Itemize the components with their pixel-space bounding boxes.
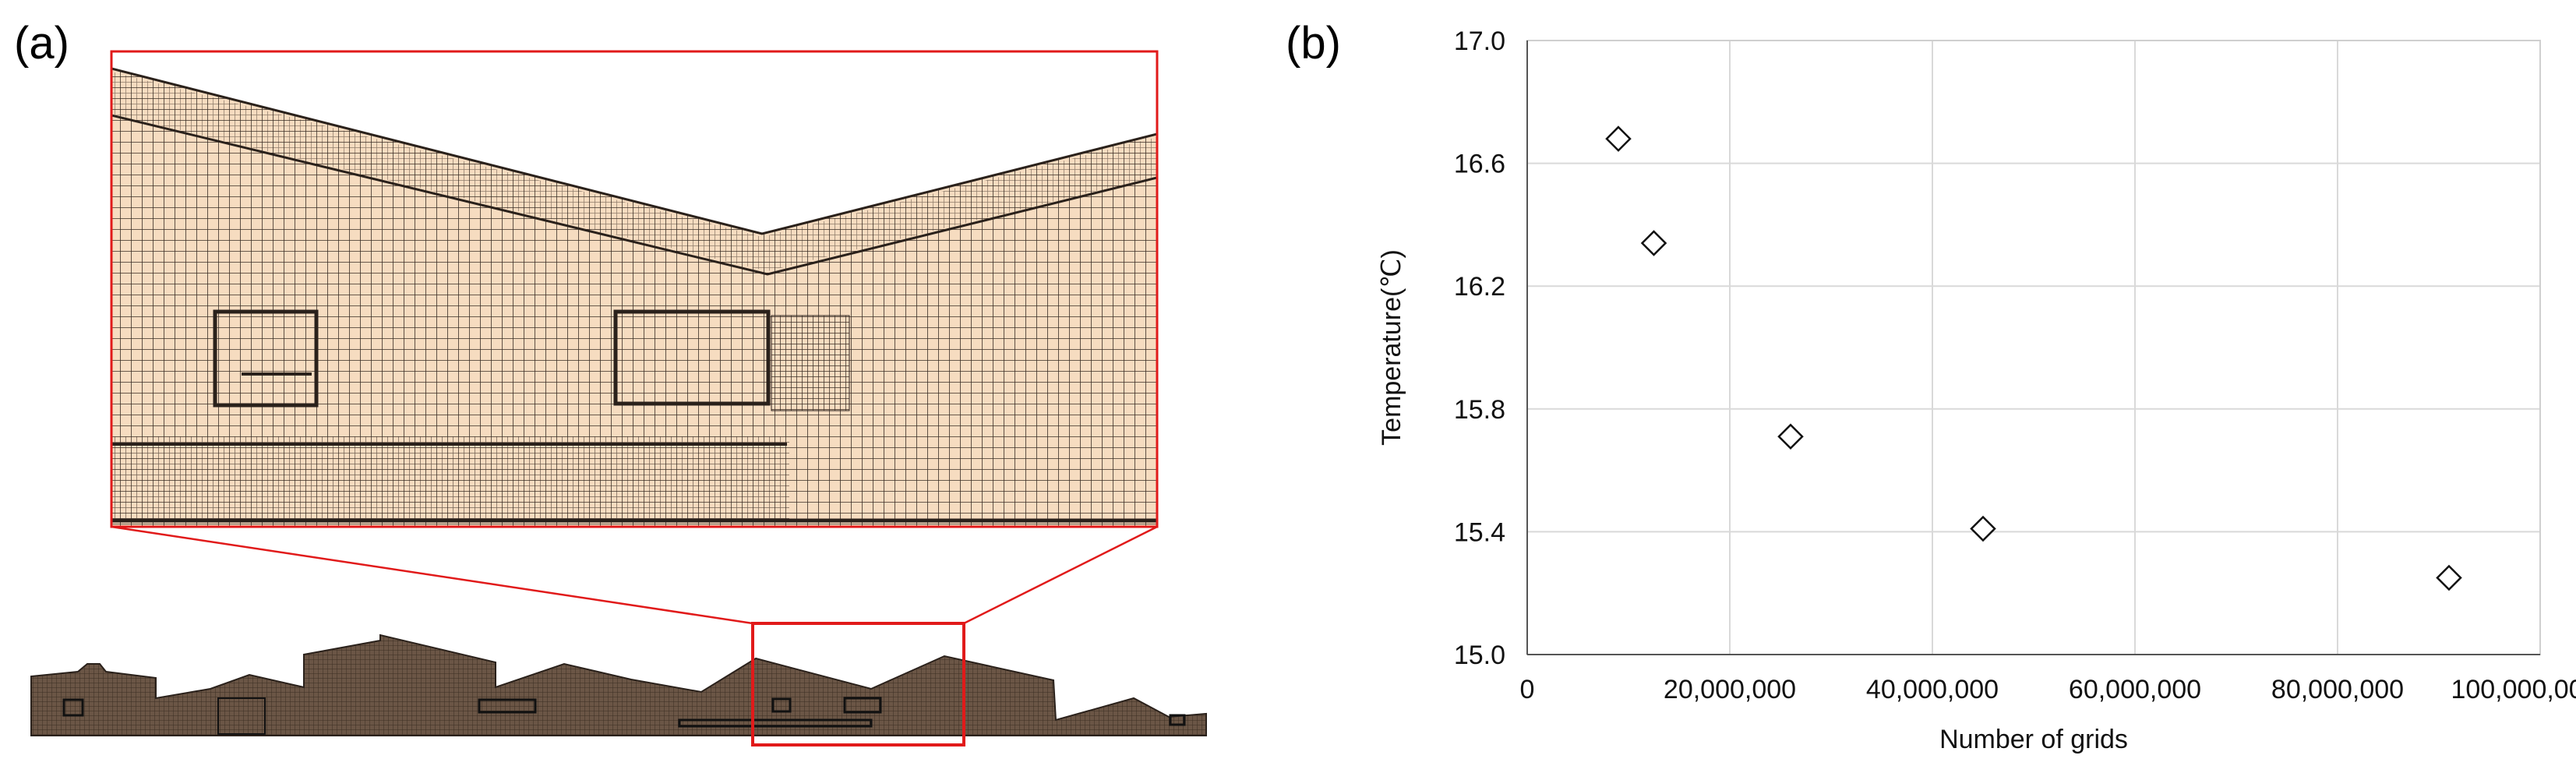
building-window-zoom-a [771,697,792,713]
x-tick-labels: 0 20,000,000 40,000,000 60,000,000 80,000,00… [1520,675,2576,704]
x-tick-label: 100,000,000 [2451,675,2576,704]
mesh-floor-band [111,436,789,522]
building-window-right [1169,714,1186,726]
zoom-connector-right [963,525,1158,625]
building-window-zoom-b [843,697,882,714]
chart-gridlines [1526,40,2541,655]
building-section [30,634,1207,736]
data-point [1605,125,1632,152]
x-tick-label: 80,000,000 [2271,675,2404,704]
grid-independence-chart: 0 20,000,000 40,000,000 60,000,000 80,000,00… [1377,26,2576,754]
x-tick-label: 60,000,000 [2069,675,2201,704]
building-window-mid [478,698,537,714]
y-tick-label: 16.6 [1454,150,1505,179]
panel-a-label: (a) [14,18,69,69]
building-door [217,697,266,735]
y-tick-label: 15.0 [1454,641,1505,670]
x-tick-label: 0 [1520,675,1535,704]
y-tick-label: 15.4 [1454,517,1505,547]
data-point [2436,564,2462,591]
mesh-opening-mid [613,309,771,406]
data-point [1970,515,1996,542]
y-axis-label: Temperature(℃) [1377,249,1406,446]
x-axis-label: Number of grids [1939,725,2128,754]
data-points [1605,125,2462,591]
mesh-refined-block [771,315,850,411]
building-window-left [62,698,84,717]
mesh-opening-left [213,309,319,408]
y-tick-label: 15.8 [1454,395,1505,425]
data-point [1777,423,1804,450]
y-tick-label: 17.0 [1454,26,1505,56]
y-tick-labels: 15.0 15.4 15.8 16.2 16.6 17.0 [1454,26,1505,670]
x-tick-label: 40,000,000 [1866,675,1999,704]
mesh-roof-band [111,72,1157,271]
panel-b-label: (b) [1286,18,1341,69]
zoom-connector-left [111,525,753,625]
roof-line-inner [111,114,1157,276]
data-point [1640,230,1667,256]
building-silhouette [30,634,1207,736]
building-floor-slab [678,718,873,728]
zoom-source-frame [751,622,965,746]
mesh-zoom-view [111,51,1157,527]
roof-line-outer [111,67,1157,235]
zoom-frame [110,50,1159,528]
x-tick-label: 20,000,000 [1664,675,1796,704]
y-tick-label: 16.2 [1454,272,1505,302]
plot-area-frame [1526,40,2541,655]
